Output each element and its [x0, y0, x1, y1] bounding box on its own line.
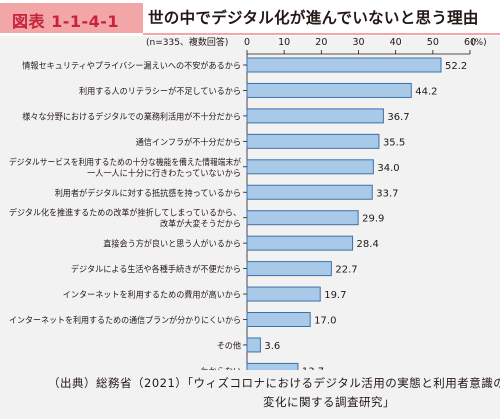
sample-note: (n=335、複数回答)	[146, 36, 228, 48]
x-tick-label: 30	[352, 37, 364, 48]
category-label: 利用する人のリテラシーが不足しているから	[79, 86, 241, 96]
category-label: 改革が大変そうだから	[160, 219, 241, 229]
source-note-line2: 変化に関する調査研究」	[263, 395, 395, 409]
bar	[246, 108, 384, 124]
category-label: 情報セキュリティやプライバシー漏えいへの不安があるから	[22, 61, 241, 71]
category-label: 利用者がデジタルに対する抵抗感を持っているから	[55, 188, 241, 198]
bar-value-label: 52.2	[445, 61, 467, 72]
category-label: デジタルによる生活や各種手続きが不便だから	[71, 264, 241, 274]
x-tick-label: 60	[464, 37, 476, 48]
bar-value-label: 17.0	[314, 316, 336, 327]
bar	[246, 312, 311, 327]
category-label: デジタルサービスを利用するための十分な機能を備えた情報端末が	[9, 157, 242, 167]
category-label: 直接会う方が良いと思う人がいるから	[103, 239, 241, 249]
chart-layer: (n=335、複数回答) (%) 0 10 20 30 40 50 60 52.2 情報セキュリティ…	[9, 36, 487, 370]
bar	[246, 159, 374, 175]
bar	[246, 210, 359, 226]
bar	[246, 82, 412, 98]
figure-number: 図表 1-1-4-1	[12, 12, 120, 31]
figure-number-badge: 図表 1-1-4-1	[0, 3, 143, 33]
x-tick-label: 40	[390, 37, 402, 48]
bar-value-label: 34.0	[377, 163, 399, 174]
bar	[246, 362, 299, 370]
bar-value-label: 29.9	[362, 214, 384, 225]
bar-chart: (n=335、複数回答) (%) 0 10 20 30 40 50 60 52.2 情報セキュリティ…	[9, 36, 487, 370]
bar	[246, 261, 332, 277]
bar-value-label: 33.7	[376, 188, 398, 199]
title-underline	[143, 33, 500, 35]
bar	[246, 337, 261, 353]
chart-title: 世の中でデジタル化が進んでいないと思う理由	[148, 9, 479, 27]
bar	[246, 184, 373, 200]
figure-header: 図表 1-1-4-1 世の中でデジタル化が進んでいないと思う理由	[0, 0, 500, 36]
x-tick-label: 50	[427, 37, 439, 48]
category-label: 様々な分野におけるデジタルでの業務利活用が不十分だから	[22, 111, 241, 121]
category-label: わからない	[201, 366, 242, 370]
bar-value-label: 3.6	[264, 341, 280, 352]
bar	[246, 133, 380, 149]
category-label: インターネットを利用するための費用が高いから	[63, 290, 241, 300]
x-tick-label: 20	[315, 37, 327, 48]
category-label: その他	[217, 340, 242, 350]
category-label: インターネットを利用するための通信プランが分かりにくいから	[9, 315, 241, 325]
bar-value-label: 19.7	[324, 290, 346, 301]
bar-value-label: 36.7	[387, 112, 409, 123]
x-tick-label: 10	[278, 37, 290, 48]
category-label: デジタル化を推進するための改革が挫折してしまっているから、	[9, 208, 241, 218]
bar-value-label: 35.5	[383, 137, 405, 148]
bar-value-label: 22.7	[335, 265, 357, 276]
bar-value-label: 44.2	[415, 86, 437, 97]
bar	[246, 235, 354, 251]
category-label: 一人一人に十分に行きわたっていないから	[87, 168, 241, 178]
x-tick-label: 0	[244, 37, 250, 48]
bar	[246, 57, 442, 73]
category-label: 通信インフラが不十分だから	[136, 137, 241, 147]
bar-value-label: 28.4	[357, 239, 379, 250]
axis-unit: (%)	[471, 38, 487, 48]
bar-value-label: 13.7	[302, 366, 324, 370]
bar	[246, 286, 321, 302]
source-note-line1: （出典）総務省（2021）「ウィズコロナにおけるデジタル活用の実態と利用者意識の	[48, 376, 500, 390]
